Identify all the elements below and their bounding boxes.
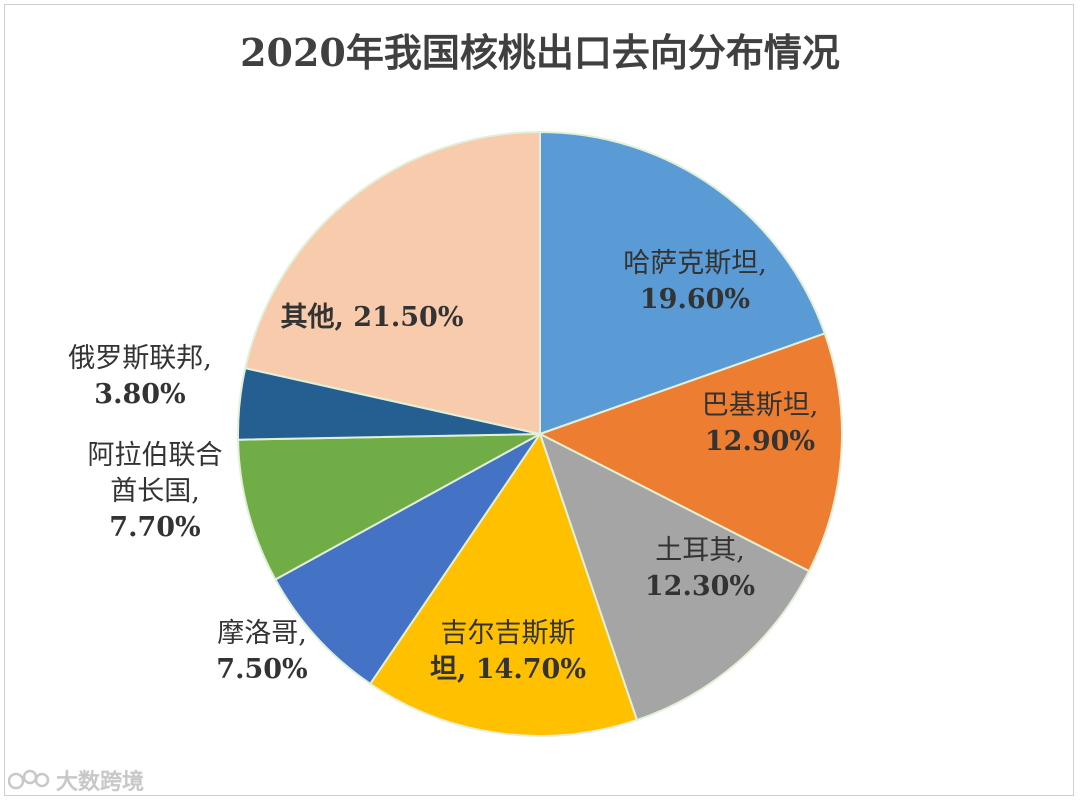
chart-frame <box>4 4 1074 796</box>
slice-label-5: 阿拉伯联合酋长国, 7.70% <box>88 440 223 543</box>
watermark-logo-icon <box>8 769 50 790</box>
slice-label-2: 土耳其, 12.30% <box>645 535 755 602</box>
slice-label-line: 巴基斯坦, <box>702 390 819 421</box>
slice-label-6: 俄罗斯联邦, 3.80% <box>68 343 212 410</box>
watermark-text: 大数跨境 <box>56 770 145 795</box>
slice-label-line: 阿拉伯联合 <box>88 440 223 471</box>
slice-label-line: 哈萨克斯坦, <box>623 248 767 279</box>
slice-label-line: 12.30% <box>645 571 755 602</box>
slice-label-4: 摩洛哥, 7.50% <box>216 618 307 685</box>
slice-label-line: 土耳其, <box>655 535 745 566</box>
slice-label-line: 坦, 14.70% <box>430 654 586 685</box>
slice-label-line: 12.90% <box>705 426 815 457</box>
slice-label-line: 3.80% <box>94 379 185 410</box>
slice-label-3: 吉尔吉斯斯坦, 14.70% <box>430 618 586 685</box>
pie-slice-5 <box>237 433 541 581</box>
pie-slice-7 <box>244 130 541 436</box>
pie-slice-3 <box>368 431 639 737</box>
watermark: 大数跨境 <box>8 764 144 796</box>
slice-label-line: 酋长国, <box>110 476 200 507</box>
slice-label-line: 7.50% <box>216 654 307 685</box>
slice-label-1: 巴基斯坦, 12.90% <box>702 390 819 457</box>
pie-slice-1 <box>537 332 843 573</box>
pie-slice-2 <box>538 431 811 722</box>
slice-label-line: 19.60% <box>640 284 750 315</box>
slice-label-line: 7.70% <box>109 512 200 543</box>
slice-label-0: 哈萨克斯坦, 19.60% <box>623 248 767 315</box>
slice-label-line: 俄罗斯联邦, <box>68 343 212 374</box>
slice-label-line: 摩洛哥, <box>217 618 307 649</box>
slice-label-7: 其他, 21.50% <box>280 302 463 333</box>
chart-title: 2020年我国核桃出口去向分布情况 <box>240 30 840 75</box>
slice-label-line: 其他, 21.50% <box>280 302 463 333</box>
pie-slice-4 <box>273 433 541 686</box>
slice-label-line: 吉尔吉斯斯 <box>441 618 576 649</box>
